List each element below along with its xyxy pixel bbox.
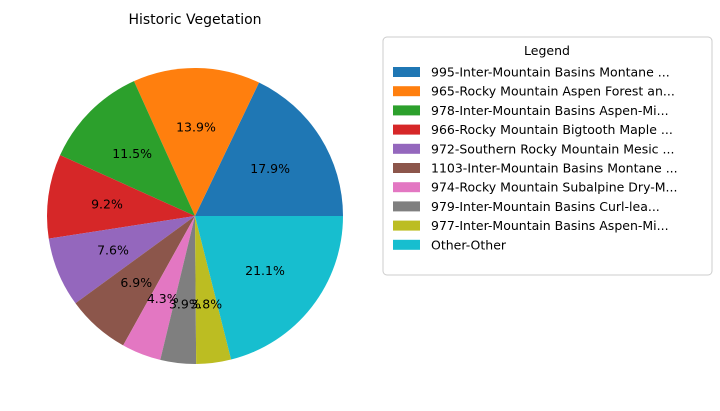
pie-slice (75, 216, 195, 346)
legend-label: 974-Rocky Mountain Subalpine Dry-M... (431, 180, 677, 195)
legend-swatch (393, 105, 420, 116)
legend-label: 977-Inter-Mountain Basins Aspen-Mi... (431, 218, 669, 233)
pie-slice (60, 81, 196, 216)
legend-label: 972-Southern Rocky Mountain Mesic ... (431, 141, 674, 156)
slice-percent-label: 21.1% (245, 263, 285, 278)
legend-label: 966-Rocky Mountain Bigtooth Maple ... (431, 122, 673, 137)
legend-label: 995-Inter-Mountain Basins Montane ... (431, 65, 670, 80)
legend-title: Legend (524, 43, 570, 58)
slice-percent-label: 17.9% (250, 161, 290, 176)
pie-slices (46, 68, 343, 365)
legend-swatch (393, 220, 420, 231)
pie-slice (195, 82, 343, 217)
legend-swatch (393, 239, 420, 250)
pie-slice (123, 216, 195, 360)
legend-items: 995-Inter-Mountain Basins Montane ... 965… (393, 65, 678, 252)
slice-percent-label: 9.2% (91, 197, 123, 212)
legend-swatch (393, 124, 420, 135)
chart-title: Historic Vegetation (128, 12, 261, 28)
legend-swatch (393, 67, 420, 77)
slice-percent-label: 7.6% (97, 242, 129, 257)
legend-label: 979-Inter-Mountain Basins Curl-lea... (431, 199, 660, 214)
slice-percent-label: 3.9% (169, 297, 201, 312)
pie-slice (133, 68, 260, 216)
slice-percent-label: 3.8% (190, 297, 222, 312)
pie-slice (195, 216, 343, 360)
legend-frame (382, 36, 713, 276)
legend-label: 965-Rocky Mountain Aspen Forest an... (431, 84, 675, 99)
legend-swatch (393, 86, 420, 97)
legend-label: Other-Other (431, 237, 507, 252)
slice-percent-label: 4.3% (147, 291, 179, 306)
pie-percent-labels: 17.9% 13.9% 11.5% 9.2% 7.6% 6.9%4.3%3.9%3.8% 2… (91, 120, 290, 312)
pie-slice (195, 216, 232, 364)
legend-swatch (393, 143, 420, 154)
legend-swatch (393, 163, 420, 173)
pie-slice (46, 155, 195, 239)
legend-label: 1103-Inter-Mountain Basins Montane ... (431, 161, 678, 176)
slice-percent-label: 6.9% (120, 275, 152, 290)
legend-label: 978-Inter-Mountain Basins Aspen-Mi... (431, 103, 669, 118)
legend-swatch (393, 201, 420, 212)
slice-percent-label: 11.5% (112, 146, 152, 161)
pie-slice (160, 216, 197, 365)
slice-percent-label: 13.9% (176, 120, 216, 135)
pie-slice (48, 216, 195, 304)
legend-swatch (393, 182, 420, 193)
legend: Legend 995-Inter-Mountain Basins Montane… (382, 36, 713, 276)
